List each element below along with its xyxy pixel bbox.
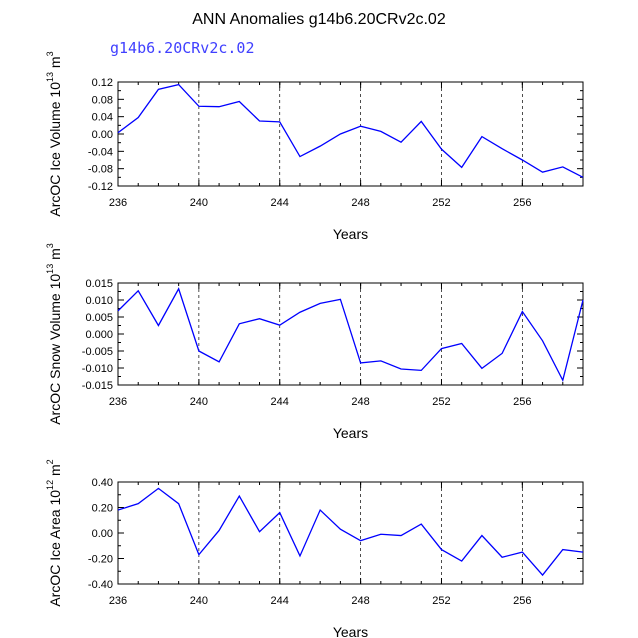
x-tick-label: 248 bbox=[351, 197, 369, 209]
y-tick-label: -0.12 bbox=[88, 181, 113, 193]
x-tick-label: 248 bbox=[351, 595, 369, 607]
x-tick-label: 256 bbox=[513, 396, 531, 408]
x-tick-label: 252 bbox=[432, 595, 450, 607]
x-axis-label: Years bbox=[333, 425, 368, 441]
x-tick-label: 236 bbox=[109, 197, 127, 209]
panel-2: -0.015 -0.010 -0.005 0.000 0.005 0.010 0.015 23… bbox=[45, 243, 584, 441]
x-tick-label: 252 bbox=[432, 197, 450, 209]
y-tick-label: 0.005 bbox=[85, 312, 113, 324]
x-tick-label: 236 bbox=[109, 595, 127, 607]
x-tick-label: 244 bbox=[271, 396, 289, 408]
x-tick-label: 240 bbox=[190, 197, 208, 209]
y-tick-label: -0.20 bbox=[88, 554, 113, 566]
y-tick-label: -0.010 bbox=[82, 363, 113, 375]
y-tick-label: -0.40 bbox=[88, 579, 113, 591]
y-tick-label: 0.010 bbox=[85, 295, 113, 307]
y-axis-label: ArcOC Ice Volume 1013 m3 bbox=[45, 51, 63, 216]
y-tick-label: 0.000 bbox=[85, 329, 113, 341]
panel-1: -0.12 -0.08 -0.04 0.00 0.04 0.08 0.12 236 240 244… bbox=[45, 51, 584, 242]
y-tick-label: 0.40 bbox=[92, 477, 113, 489]
y-axis-label: ArcOC Snow Volume 1013 m3 bbox=[45, 243, 63, 425]
series-line bbox=[117, 487, 584, 577]
x-tick-label: 240 bbox=[190, 396, 208, 408]
x-axis-label: Years bbox=[333, 226, 368, 242]
y-tick-label: 0.00 bbox=[92, 528, 113, 540]
series-line bbox=[117, 287, 584, 383]
series-line bbox=[117, 83, 584, 178]
y-tick-label: -0.04 bbox=[88, 146, 113, 158]
y-tick-label: -0.015 bbox=[82, 380, 113, 392]
plot-frame bbox=[117, 81, 584, 187]
y-axis-label: ArcOC Ice Area 1012 m2 bbox=[45, 459, 63, 606]
y-tick-label: -0.005 bbox=[82, 346, 113, 358]
x-axis-label: Years bbox=[333, 624, 368, 638]
y-tick-label: 0.20 bbox=[92, 503, 113, 515]
y-tick-label: 0.015 bbox=[85, 278, 113, 290]
plot-frame bbox=[117, 481, 584, 585]
y-tick-label: 0.08 bbox=[92, 94, 113, 106]
x-tick-label: 252 bbox=[432, 396, 450, 408]
y-tick-label: 0.12 bbox=[92, 77, 113, 89]
x-tick-label: 256 bbox=[513, 197, 531, 209]
figure-title: ANN Anomalies g14b6.20CRv2c.02 bbox=[192, 11, 446, 28]
x-tick-label: 256 bbox=[513, 595, 531, 607]
plot-frame bbox=[117, 282, 584, 386]
x-tick-label: 240 bbox=[190, 595, 208, 607]
subtitle: g14b6.20CRv2c.02 bbox=[110, 39, 255, 57]
panels: -0.12 -0.08 -0.04 0.00 0.04 0.08 0.12 236 240 244… bbox=[45, 51, 584, 638]
x-tick-label: 244 bbox=[271, 197, 289, 209]
y-tick-label: -0.08 bbox=[88, 164, 113, 176]
x-tick-label: 236 bbox=[109, 396, 127, 408]
x-tick-label: 244 bbox=[271, 595, 289, 607]
y-tick-label: 0.04 bbox=[92, 112, 113, 124]
x-tick-label: 248 bbox=[351, 396, 369, 408]
y-tick-label: 0.00 bbox=[92, 129, 113, 141]
panel-3: -0.40 -0.20 0.00 0.20 0.40 236 240 244 248 252 256… bbox=[45, 459, 584, 638]
